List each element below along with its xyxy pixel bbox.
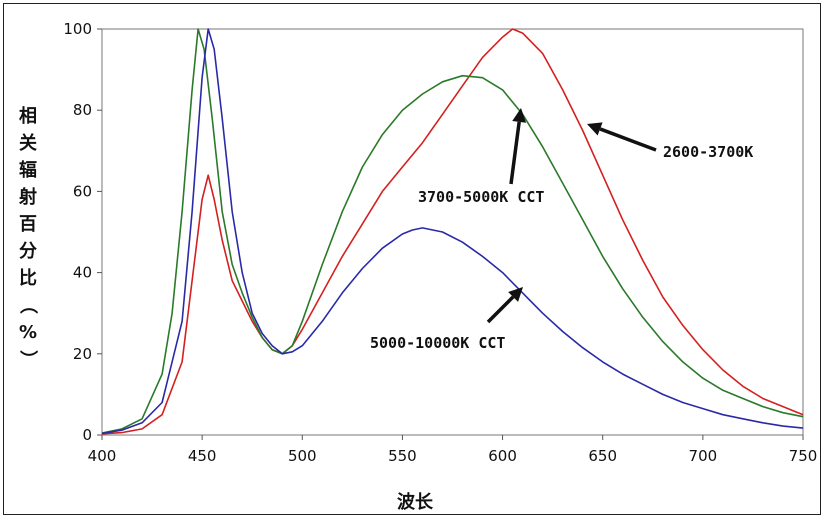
annotation-label: 3700-5000K CCT xyxy=(418,188,544,206)
y-tick-label: 60 xyxy=(73,182,92,200)
x-tick-label: 450 xyxy=(188,447,217,465)
y-tick-label: 40 xyxy=(73,264,92,282)
series-line-2 xyxy=(101,28,804,435)
y-axis-ticks: 0 20 40 60 80 100 xyxy=(63,20,102,444)
y-axis-label-char: % xyxy=(19,322,37,343)
annotations: 2600-3700K 3700-5000K CCT 5000-10000K CCT xyxy=(370,108,753,352)
plot-border xyxy=(101,28,804,436)
y-axis-label-char: ） xyxy=(17,350,38,368)
series-line-0 xyxy=(101,28,804,435)
y-axis-label-char: 辐 xyxy=(19,159,37,181)
x-tick-label: 500 xyxy=(288,447,317,465)
x-axis-ticks: 400 450 500 550 600 650 700 750 xyxy=(88,435,818,465)
y-axis-label-char: 射 xyxy=(18,186,37,208)
annotation-arrow-shaft xyxy=(486,295,515,324)
annotation-arrow-head xyxy=(587,122,603,136)
y-tick-label: 20 xyxy=(73,345,92,363)
plot-area xyxy=(101,28,804,436)
annotation-label: 2600-3700K xyxy=(663,143,753,161)
y-axis-label-char: 关 xyxy=(19,132,37,154)
x-tick-label: 700 xyxy=(689,447,718,465)
annotation-arrow-head xyxy=(508,287,523,302)
x-tick-label: 550 xyxy=(388,447,417,465)
y-tick-label: 100 xyxy=(63,20,92,38)
annotation-arrow-head xyxy=(512,108,527,123)
y-axis-label-char: 相 xyxy=(19,106,37,127)
x-tick-label: 400 xyxy=(88,447,117,465)
y-axis-label-char: 比 xyxy=(19,268,37,289)
x-tick-label: 600 xyxy=(488,447,517,465)
y-axis-label-char: 分 xyxy=(19,241,37,262)
series-line-1 xyxy=(101,28,804,434)
y-axis-label-char: （ xyxy=(17,296,38,314)
annotation-arrow-shaft xyxy=(599,127,657,152)
annotation-label: 5000-10000K CCT xyxy=(370,334,505,352)
annotation-arrow-shaft xyxy=(509,121,521,185)
x-axis-label: 波长 xyxy=(397,491,434,513)
x-tick-label: 650 xyxy=(588,447,617,465)
y-axis-label-char: 百 xyxy=(19,214,37,235)
y-tick-label: 80 xyxy=(73,101,92,119)
x-tick-label: 750 xyxy=(789,447,818,465)
y-tick-label: 0 xyxy=(82,426,92,444)
